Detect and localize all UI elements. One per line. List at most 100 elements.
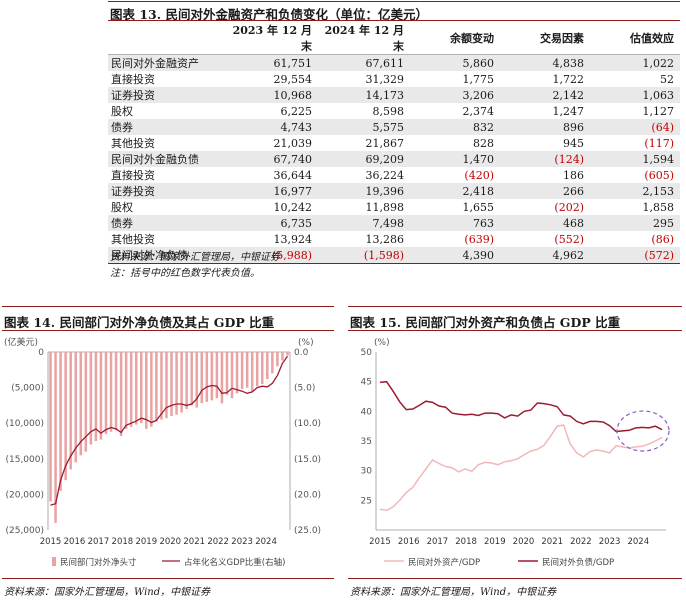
table-cell: (124): [500, 151, 590, 167]
table-cell: 13,286: [365, 232, 405, 246]
table-cell: 2,418: [410, 183, 500, 199]
fig14-bar: [59, 352, 62, 491]
fig14-legend-bar-label: 民间部门对外净头寸: [60, 557, 137, 568]
table-cell: 468: [500, 215, 590, 231]
fig14-x-tick: 2021: [183, 537, 205, 547]
fig14-bar: [165, 352, 168, 419]
table-cell: 186: [563, 168, 584, 182]
table-cell: 7,498: [318, 215, 410, 231]
table-row-label: 债券: [108, 119, 226, 135]
fig14-bar: [175, 352, 178, 415]
table-cell: 896: [500, 119, 590, 135]
table-cell: 52: [660, 72, 674, 86]
fig14-bottom-rule: [2, 578, 334, 579]
fig15-x-tick: 2021: [541, 537, 563, 547]
fig15-highlight-ellipse: [616, 410, 670, 452]
fig15-y-tick: 45: [361, 378, 372, 388]
table-cell: (64): [590, 119, 680, 135]
fig14-right-unit: (%): [298, 338, 314, 348]
table-header-cell: [108, 22, 226, 55]
fig14-bar: [74, 352, 77, 463]
fig14-right-tick: (15.0): [294, 455, 321, 465]
fig15-x-tick: 2017: [427, 537, 449, 547]
table-cell: 4,838: [500, 54, 590, 71]
fig14-title: 图表 14. 民间部门对外净负债及其占 GDP 比重: [4, 315, 275, 330]
table-cell: 36,224: [365, 168, 405, 182]
fig15-x-tick: 2019: [484, 537, 506, 547]
fig14-bar: [129, 352, 133, 427]
table-cell: 10,968: [226, 87, 318, 103]
table-row: 股权 6,225 8,598 2,374 1,247 1,127: [108, 103, 680, 119]
table-row: 股权 10,242 11,898 1,655 (202) 1,858: [108, 199, 680, 215]
table-cell: (5,988): [226, 247, 318, 264]
table-row: 债券 6,735 7,498 763 468 295: [108, 215, 680, 231]
table-cell: (572): [590, 247, 680, 264]
table-cell: 763: [410, 215, 500, 231]
fig14-bar: [134, 352, 138, 425]
fig15-top-rule: [348, 306, 682, 307]
fig14-left-tick: (10,000): [5, 419, 44, 429]
fig14-bar: [215, 352, 219, 399]
table-row-label: 民间对外金融资产: [108, 54, 226, 71]
fig14-bar: [200, 352, 204, 404]
table-row-label: 股权: [111, 201, 133, 214]
fig15-x-tick: 2024: [627, 537, 649, 547]
fig14-left-tick: 0: [38, 348, 44, 358]
fig14-bar: [240, 352, 244, 390]
table-cell: 67,611: [318, 54, 410, 71]
fig14-x-tick: 2016: [64, 537, 86, 547]
fig14-bar: [104, 352, 108, 434]
fig15-source: 资料来源：国家外汇管理局，Wind，中银证券: [350, 587, 557, 598]
table-cell: 1,858: [642, 200, 675, 214]
fig14-bar: [230, 352, 234, 399]
table-cell: 31,329: [365, 72, 405, 86]
fig14-bar: [205, 352, 209, 402]
fig14-bar: [140, 352, 143, 424]
table-cell: (117): [644, 136, 674, 150]
fig13-table: 2023 年 12 月末 2024 年 12 月末 余额变动 交易因素 估值效应 民间对…: [108, 22, 680, 264]
fig15-legend-asset-label: 民间对外资产/GDP: [408, 557, 480, 568]
fig14-bar: [84, 352, 88, 452]
table-row-label: 直接投资: [111, 169, 155, 182]
table-row: 其他投资 21,039 21,867 828 945 (117): [108, 135, 680, 151]
fig14-left-tick: (15,000): [5, 455, 44, 465]
fig14-right-tick: (10.0): [294, 419, 321, 429]
fig14-left-tick: (5,000): [11, 384, 44, 394]
table-cell: 295: [590, 215, 680, 231]
table-row-label: 民间对外金融负债: [108, 151, 226, 167]
fig14-bar: [261, 352, 264, 385]
fig14-bar: [145, 352, 148, 429]
table-cell: 13,924: [273, 232, 313, 246]
fig14-left-tick: (20,000): [5, 490, 44, 500]
fig15-x-tick: 2023: [599, 537, 621, 547]
fig14-bar: [210, 352, 214, 401]
fig14-bar: [114, 352, 118, 431]
table-header-cell: 2024 年 12 月末: [318, 22, 410, 55]
fig14-top-rule: [2, 306, 334, 307]
fig14-bar: [190, 352, 193, 406]
table-cell: 21,039: [273, 136, 313, 150]
fig14-right-tick: (5.0): [294, 384, 315, 394]
fig15-y-unit: (%): [374, 338, 390, 348]
fig14-x-tick: 2019: [135, 537, 157, 547]
fig14-bar: [255, 352, 259, 387]
fig14-bar: [49, 352, 52, 502]
fig15-x-tick: 2022: [570, 537, 592, 547]
fig14-bar: [170, 352, 173, 417]
fig15-title-rule: [348, 330, 682, 331]
table-cell: 4,390: [410, 247, 500, 264]
fig14-bar: [195, 352, 198, 408]
table-row-label: 股权: [111, 105, 133, 118]
table-header-cell: 估值效应: [590, 22, 680, 55]
table-cell: 29,554: [273, 72, 313, 86]
table-cell: 6,225: [280, 104, 313, 118]
fig13-title: 图表 13. 民间对外金融资产和负债变化（单位：亿美元）: [110, 7, 428, 22]
fig15-x-tick: 2018: [455, 537, 477, 547]
table-cell: 5,575: [318, 119, 410, 135]
table-cell: 6,735: [226, 215, 318, 231]
table-cell: 5,860: [410, 54, 500, 71]
fig15-x-tick: 2016: [398, 537, 420, 547]
fig14-bar: [225, 352, 229, 395]
table-cell: 16,977: [226, 183, 318, 199]
fig15-asset-line: [379, 424, 663, 512]
